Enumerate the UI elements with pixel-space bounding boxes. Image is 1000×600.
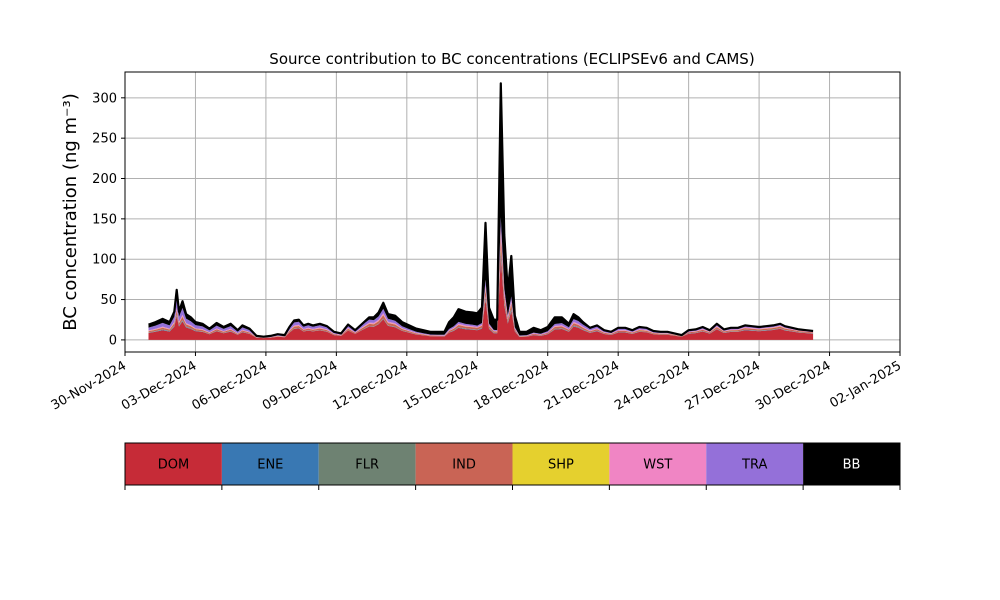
x-tick-label: 03-Dec-2024 bbox=[119, 358, 199, 413]
legend-swatch bbox=[512, 443, 610, 485]
y-tick-label: 50 bbox=[100, 293, 117, 308]
stacked-areas bbox=[148, 82, 814, 340]
y-axis-label: BC concentration (ng m⁻³) bbox=[60, 93, 81, 331]
x-tick-label: 27-Dec-2024 bbox=[683, 358, 763, 413]
legend-item-wst: WST bbox=[609, 443, 707, 485]
legend-label: BB bbox=[843, 458, 861, 473]
y-ticks: 0 50 100 150 200 250 300 bbox=[92, 91, 125, 348]
legend-swatch bbox=[221, 443, 319, 485]
x-tick-label: 18-Dec-2024 bbox=[471, 358, 551, 413]
y-tick-label: 300 bbox=[92, 91, 117, 106]
legend-item-dom: DOM bbox=[125, 443, 222, 485]
x-tick-label: 09-Dec-2024 bbox=[260, 358, 340, 413]
x-tick-label: 24-Dec-2024 bbox=[612, 358, 692, 413]
legend-swatch bbox=[609, 443, 707, 485]
axes-frame bbox=[124, 71, 901, 353]
legend-label: WST bbox=[643, 458, 672, 473]
legend-label: FLR bbox=[355, 458, 379, 473]
x-tick-label: 21-Dec-2024 bbox=[542, 358, 622, 413]
legend-item-shp: SHP bbox=[512, 443, 610, 485]
legend-swatch bbox=[125, 443, 222, 485]
x-tick-label: 30-Nov-2024 bbox=[49, 358, 129, 413]
x-tick-label: 15-Dec-2024 bbox=[401, 358, 481, 413]
legend-label: IND bbox=[452, 458, 476, 473]
legend-item-bb: BB bbox=[803, 443, 900, 485]
y-tick-label: 200 bbox=[92, 172, 117, 187]
x-tick-label: 30-Dec-2024 bbox=[753, 358, 833, 413]
plot-area: 0 50 100 150 200 250 300 30-Nov-202403-Dec-202… bbox=[49, 71, 904, 414]
legend-swatch bbox=[706, 443, 804, 485]
y-tick-label: 150 bbox=[92, 212, 117, 227]
chart-title: Source contribution to BC concentrations… bbox=[269, 50, 754, 68]
x-tick-label: 06-Dec-2024 bbox=[190, 358, 270, 413]
area-dom bbox=[148, 257, 814, 340]
legend-item-ind: IND bbox=[415, 443, 513, 485]
x-tick-label: 02-Jan-2025 bbox=[827, 358, 904, 411]
legend-label: TRA bbox=[741, 458, 767, 473]
legend-item-tra: TRA bbox=[706, 443, 804, 485]
legend-swatch bbox=[415, 443, 513, 485]
grid bbox=[124, 72, 901, 352]
axes bbox=[124, 71, 901, 353]
y-tick-label: 100 bbox=[92, 253, 117, 268]
x-ticks: 30-Nov-202403-Dec-202406-Dec-202409-Dec-… bbox=[49, 352, 904, 414]
x-tick-label: 12-Dec-2024 bbox=[330, 358, 410, 413]
legend-item-ene: ENE bbox=[221, 443, 319, 485]
area-bb bbox=[148, 83, 814, 338]
total-line bbox=[148, 82, 814, 338]
legend-colorbar: DOM ENE FLR IND SHP WST TRA BB bbox=[124, 442, 901, 490]
y-tick-label: 250 bbox=[92, 132, 117, 147]
legend-label: SHP bbox=[548, 458, 574, 473]
legend-label: DOM bbox=[158, 458, 189, 473]
y-tick-label: 0 bbox=[109, 333, 117, 348]
legend-swatch bbox=[803, 443, 900, 485]
legend-swatch bbox=[318, 443, 416, 485]
legend-label: ENE bbox=[257, 458, 283, 473]
legend-item-flr: FLR bbox=[318, 443, 416, 485]
